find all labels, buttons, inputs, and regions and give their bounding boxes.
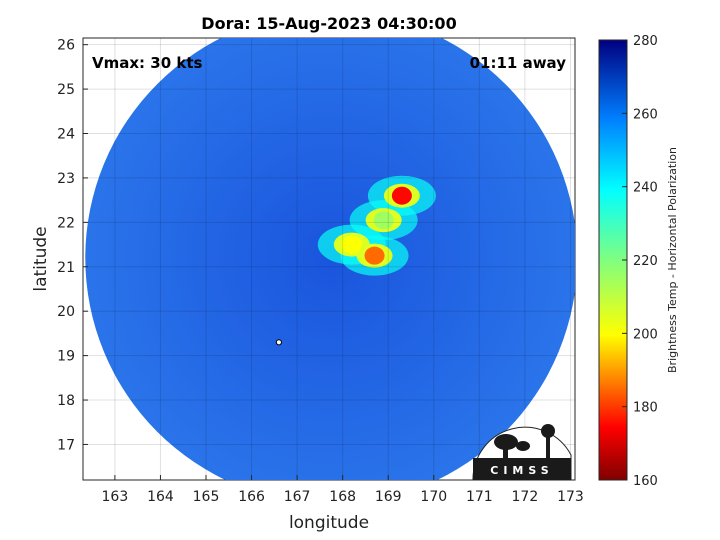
colorbar-tick-label: 220 [633, 254, 658, 269]
x-tick-label: 168 [329, 489, 356, 505]
feature-core [341, 235, 362, 254]
x-tick-label: 170 [420, 489, 447, 505]
y-tick-label: 22 [57, 215, 75, 231]
x-tick-label: 167 [284, 489, 311, 505]
y-tick-label: 23 [57, 171, 75, 187]
x-tick-label: 172 [512, 489, 539, 505]
colorbar-tick-label: 240 [633, 181, 658, 196]
x-axis-ticks: 163 164 165 166 167 168 169 170 171 172 173 [102, 475, 584, 505]
y-tick-label: 21 [57, 260, 75, 276]
y-tick-label: 18 [57, 393, 75, 409]
feature-core [364, 246, 385, 265]
logo-text: CIMSS [490, 464, 553, 477]
colorbar-tick-label: 200 [633, 327, 658, 342]
y-tick-label: 19 [57, 349, 75, 365]
x-tick-label: 164 [147, 489, 174, 505]
x-tick-label: 163 [102, 489, 129, 505]
y-tick-label: 20 [57, 304, 75, 320]
x-axis-label: longitude [289, 513, 369, 533]
x-tick-label: 166 [238, 489, 265, 505]
vmax-annotation: Vmax: 30 kts [92, 54, 202, 72]
x-tick-label: 169 [375, 489, 402, 505]
colorbar-tick-label: 180 [633, 401, 658, 416]
y-axis-ticks: 17 18 19 20 21 22 23 24 25 26 [57, 38, 88, 453]
feature-core [373, 211, 394, 230]
x-tick-label: 171 [466, 489, 493, 505]
cimss-logo: CIMSS [472, 424, 572, 481]
feature-core [391, 186, 412, 205]
y-tick-label: 17 [57, 437, 75, 453]
y-tick-label: 26 [57, 38, 75, 54]
colorbar-tick-label: 260 [633, 107, 658, 122]
storm-center-marker [275, 339, 282, 346]
cold-cloud-features [317, 175, 436, 276]
y-axis-label: latitude [31, 226, 51, 291]
x-tick-label: 173 [557, 489, 584, 505]
colorbar-label: Brightness Temp - Horizontal Polarizatio… [666, 147, 679, 373]
chart-title: Dora: 15-Aug-2023 04:30:00 [201, 14, 456, 33]
colorbar-tick-label: 160 [633, 474, 658, 489]
time-away-annotation: 01:11 away [470, 54, 567, 72]
y-tick-label: 24 [57, 127, 75, 143]
colorbar-tick-label: 280 [633, 34, 658, 49]
colorbar-ticks: 160 180 200 220 240 260 280 [622, 34, 658, 489]
y-tick-label: 25 [57, 82, 75, 98]
x-tick-label: 165 [193, 489, 220, 505]
